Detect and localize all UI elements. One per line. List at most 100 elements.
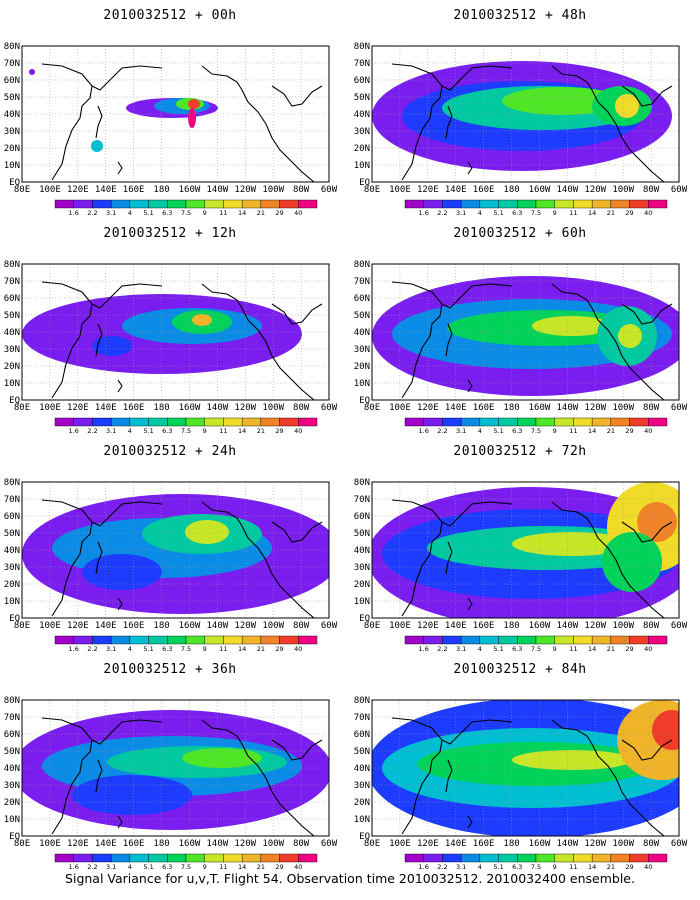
colorbar-label: 40 xyxy=(294,863,302,871)
lon-tick-label: 100W xyxy=(612,621,634,631)
colorbar-swatch xyxy=(223,853,243,863)
colorbar-label: 9 xyxy=(553,645,557,653)
coastline xyxy=(551,501,665,618)
colorbar-swatch xyxy=(204,635,224,645)
lat-tick-label: 50N xyxy=(354,529,370,539)
lon-tick-label: 80W xyxy=(643,839,660,849)
colorbar-swatch xyxy=(54,417,74,427)
lon-tick-label: 180 xyxy=(503,403,519,413)
colorbar-swatch xyxy=(204,853,224,863)
lat-tick-label: 70N xyxy=(354,277,370,287)
lat-tick-label: 20N xyxy=(354,798,370,808)
lat-tick-label: 70N xyxy=(354,495,370,505)
colorbar-swatch xyxy=(517,417,537,427)
colorbar-swatch xyxy=(648,417,668,427)
lon-tick-label: 120E xyxy=(67,403,89,413)
map-panel: 2010032512 + 24h 80N 70N 60N 50N 40N 30N 20N 10N… xyxy=(0,436,340,656)
lat-tick-label: 20N xyxy=(4,798,20,808)
colorbar-label: 14 xyxy=(238,645,246,653)
coastline xyxy=(445,323,453,357)
colorbar-swatch xyxy=(423,199,443,209)
colorbar-swatch xyxy=(279,417,299,427)
colorbar-label: 21 xyxy=(257,209,265,217)
lat-tick-label: EQ xyxy=(9,614,20,624)
lat-tick-label: 50N xyxy=(4,93,20,103)
lon-tick-label: 80E xyxy=(14,185,30,195)
colorbar-label: 6.3 xyxy=(162,863,172,871)
lat-tick-label: EQ xyxy=(9,832,20,842)
lon-tick-label: 80W xyxy=(293,185,310,195)
colorbar-label: 29 xyxy=(625,645,633,653)
coastline xyxy=(441,65,513,91)
variance-shading xyxy=(502,87,622,115)
lon-tick-label: 120W xyxy=(584,839,606,849)
lat-tick-label: 10N xyxy=(4,379,20,389)
coastline xyxy=(467,815,473,829)
colorbar-swatch xyxy=(498,199,518,209)
map-frame xyxy=(371,263,680,401)
colorbar-label: 11 xyxy=(219,209,227,217)
colorbar-label: 14 xyxy=(588,645,596,653)
lon-tick-label: 160E xyxy=(123,839,145,849)
colorbar-swatch xyxy=(148,853,168,863)
colorbar-label: 7.5 xyxy=(181,863,191,871)
colorbar-swatch xyxy=(260,853,280,863)
lat-tick-label: 80N xyxy=(354,696,370,706)
colorbar-label: 9 xyxy=(553,863,557,871)
colorbar-label: 21 xyxy=(607,427,615,435)
colorbar-label: 4 xyxy=(128,863,132,871)
colorbar-swatch xyxy=(498,853,518,863)
panel-title: 2010032512 + 84h xyxy=(453,662,587,677)
lat-tick-label: 20N xyxy=(354,362,370,372)
colorbar-swatch xyxy=(629,417,649,427)
colorbar-label: 11 xyxy=(219,645,227,653)
colorbar-label: 2.2 xyxy=(437,427,447,435)
colorbar-label: 11 xyxy=(569,209,577,217)
colorbar-swatch xyxy=(92,199,112,209)
colorbar-label: 40 xyxy=(644,863,652,871)
colorbar-label: 5.1 xyxy=(143,645,153,653)
colorbar-swatch xyxy=(223,635,243,645)
lon-tick-label: 140W xyxy=(207,621,229,631)
colorbar-swatch xyxy=(554,635,574,645)
colorbar-label: 4 xyxy=(478,427,482,435)
lat-tick-label: EQ xyxy=(359,614,370,624)
coastline xyxy=(271,739,323,761)
colorbar-label: 4 xyxy=(478,863,482,871)
colorbar-swatch xyxy=(241,417,262,427)
coastline xyxy=(91,283,163,309)
colorbar-label: 5.1 xyxy=(493,209,503,217)
map-panel: 2010032512 + 12h 80N 70N 60N 50N 40N 30N 20N 10N… xyxy=(0,218,340,438)
variance-shading xyxy=(185,520,229,544)
colorbar-label: 3.1 xyxy=(456,863,466,871)
lon-tick-label: 140E xyxy=(95,839,117,849)
colorbar-swatch xyxy=(298,417,318,427)
lat-tick-label: 60N xyxy=(4,294,20,304)
coastline xyxy=(95,105,103,139)
colorbar-label: 1.6 xyxy=(69,645,79,653)
lon-tick-label: 160W xyxy=(529,185,551,195)
colorbar-label: 4 xyxy=(478,209,482,217)
colorbar-swatch xyxy=(185,417,205,427)
colorbar-label: 6.3 xyxy=(512,427,522,435)
lat-tick-label: 20N xyxy=(4,362,20,372)
colorbar-label: 5.1 xyxy=(143,209,153,217)
lon-tick-label: 180 xyxy=(503,621,519,631)
colorbar-label: 6.3 xyxy=(512,645,522,653)
lon-tick-label: 60W xyxy=(321,839,338,849)
colorbar-swatch xyxy=(535,199,555,209)
coastline xyxy=(271,85,323,107)
colorbar-swatch xyxy=(591,417,612,427)
colorbar-label: 2.2 xyxy=(87,645,97,653)
colorbar-label: 3.1 xyxy=(106,427,116,435)
lon-tick-label: 60W xyxy=(671,185,688,195)
variance-shading xyxy=(72,775,192,815)
lon-tick-label: 100E xyxy=(39,185,61,195)
colorbar-swatch xyxy=(279,635,299,645)
colorbar-swatch xyxy=(629,853,649,863)
map-panel: 2010032512 + 60h 80N 70N 60N 50N 40N 30N 20N 10N… xyxy=(350,218,690,438)
map-frame xyxy=(21,263,330,401)
colorbar-label: 29 xyxy=(275,209,283,217)
lat-tick-label: 30N xyxy=(4,563,20,573)
